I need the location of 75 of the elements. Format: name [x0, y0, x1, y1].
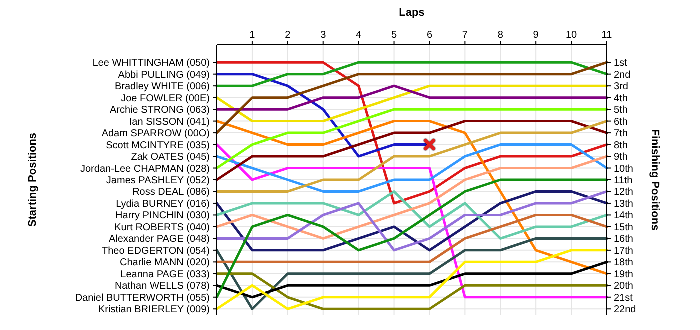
y-tick-label: 10th: [614, 164, 634, 175]
line-series: [216, 155, 608, 240]
x-tick-label: 6: [426, 30, 433, 41]
x-tick-label: 11: [602, 30, 613, 41]
x-tick-label: 8: [498, 30, 504, 41]
x-tick-label: 2: [285, 30, 292, 41]
line-series: [216, 120, 608, 276]
y-tick-label: 15th: [614, 222, 634, 234]
text: Ian SISSON (041): [129, 116, 210, 128]
y-tick-label: 9th: [614, 152, 628, 164]
x-tick-label: 3: [320, 30, 327, 41]
line-series: [216, 61, 608, 134]
x-axis-title: Laps: [399, 7, 425, 19]
text: Kurt ROBERTS (040): [114, 222, 210, 234]
text: Daniel BUTTERWORTH (055): [75, 292, 210, 304]
y-tick-label: 5th: [614, 105, 628, 116]
text: Abbi PULLING (049): [118, 70, 210, 81]
line-series: [216, 84, 608, 123]
text: James PASHLEY (052): [106, 176, 210, 186]
y-tick-label: 19th: [614, 269, 634, 280]
text: Harry PINCHIN (030): [116, 210, 210, 222]
line-series: [216, 178, 608, 299]
y-tick-label: 20th: [614, 281, 634, 292]
line-series: [216, 144, 608, 193]
x-tick-label: 5: [391, 30, 398, 41]
y-tick-label: 13th: [614, 198, 634, 210]
text: Jordan-Lee CHAPMAN (028): [80, 164, 210, 175]
line-series: [216, 120, 608, 193]
text: Zak OATES (045): [131, 152, 210, 164]
y-axis-title: Finishing Positions: [649, 129, 661, 231]
text: Joe FOWLER (00E): [121, 93, 210, 104]
line-series: [216, 272, 608, 310]
text: Charlie MANN (020): [120, 258, 210, 269]
line-series: [216, 61, 608, 205]
y-tick-label: 11th: [614, 176, 633, 186]
line-series: [216, 144, 608, 299]
line-series: [216, 190, 608, 252]
x-tick-label: 9: [533, 30, 540, 41]
y-tick-label: 22nd: [614, 304, 636, 316]
x-tick-label: 4: [356, 30, 362, 41]
text: Kristian BRIERLEY (009): [98, 304, 210, 316]
y-tick-label: 14th: [614, 210, 634, 222]
y-tick-label: 3rd: [614, 82, 628, 93]
x-tick-label: 10: [566, 30, 578, 41]
x-tick-label: 1: [250, 30, 256, 41]
y-tick-label: 12th: [614, 187, 634, 198]
x-tick-label: 7: [462, 30, 468, 41]
y-tick-label: 2nd: [614, 70, 631, 81]
y-tick-label: 7th: [614, 128, 628, 140]
text: Bradley WHITE (006): [114, 82, 210, 93]
line-series: [216, 249, 608, 310]
text: Lydia BURNEY (016): [116, 198, 210, 210]
text: Scott MCINTYRE (035): [106, 140, 210, 152]
text: Starting Positions: [27, 132, 39, 228]
line-series: [216, 108, 608, 170]
y-tick-label: 21st: [614, 292, 634, 304]
text: Ross DEAL (086): [132, 187, 210, 198]
line-series: [216, 190, 608, 240]
text: Alexander PAGE (048): [109, 234, 210, 246]
y-tick-label: 17th: [614, 246, 634, 257]
text: Leanna PAGE (033): [120, 269, 210, 280]
y-tick-label: 4th: [614, 93, 628, 104]
line-series: [216, 214, 608, 264]
text: Archie STRONG (063): [110, 105, 210, 116]
y-tick-label: 6th: [614, 116, 628, 128]
y-tick-label: 16th: [614, 234, 634, 246]
text: Theo EDGERTON (054): [102, 246, 210, 257]
y-tick-label: 18th: [614, 258, 634, 269]
y-tick-label: 1st: [614, 58, 628, 70]
text: Adam SPARROW (00O): [102, 128, 210, 140]
line-series: [216, 237, 608, 310]
y-tick-label: 8th: [614, 140, 628, 152]
text: Nathan WELLS (078): [114, 281, 210, 292]
line-series: [216, 120, 608, 182]
text: Lee WHITTINGHAM (050): [92, 58, 210, 70]
